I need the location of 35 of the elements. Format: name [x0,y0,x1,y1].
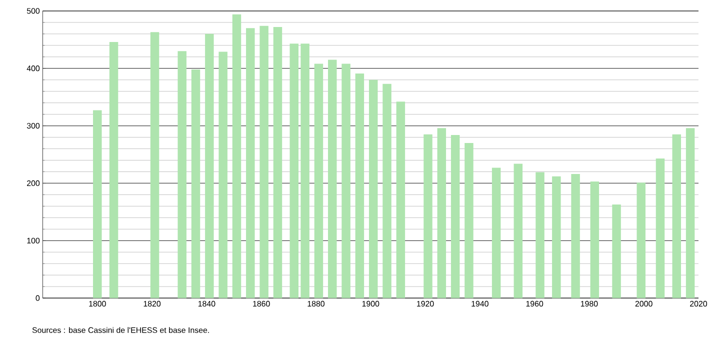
bar [464,143,474,298]
bar [552,176,561,298]
bar [205,34,214,298]
bar [290,44,298,298]
bar [355,74,364,298]
bar [612,204,621,298]
bar [300,44,310,298]
bar [109,42,118,298]
bar [232,14,242,298]
bar [450,135,460,298]
bar [260,26,268,298]
bar [437,128,446,298]
bar [314,64,324,298]
bar [492,168,501,298]
bar [382,84,392,298]
bar [514,164,523,298]
bar [636,182,646,298]
bar [686,128,695,298]
bar [246,28,255,298]
bar [590,182,600,298]
bar [191,70,200,298]
bar [178,51,186,298]
bar [656,158,665,298]
bar [368,80,378,298]
bar [150,32,160,298]
bar [396,102,406,298]
bar [424,134,432,298]
bar [273,27,282,298]
bar [93,110,102,298]
bar [571,174,580,298]
bar [536,172,544,298]
bar [328,60,337,298]
bar [672,134,682,298]
bar [342,64,350,298]
bar [218,52,228,298]
